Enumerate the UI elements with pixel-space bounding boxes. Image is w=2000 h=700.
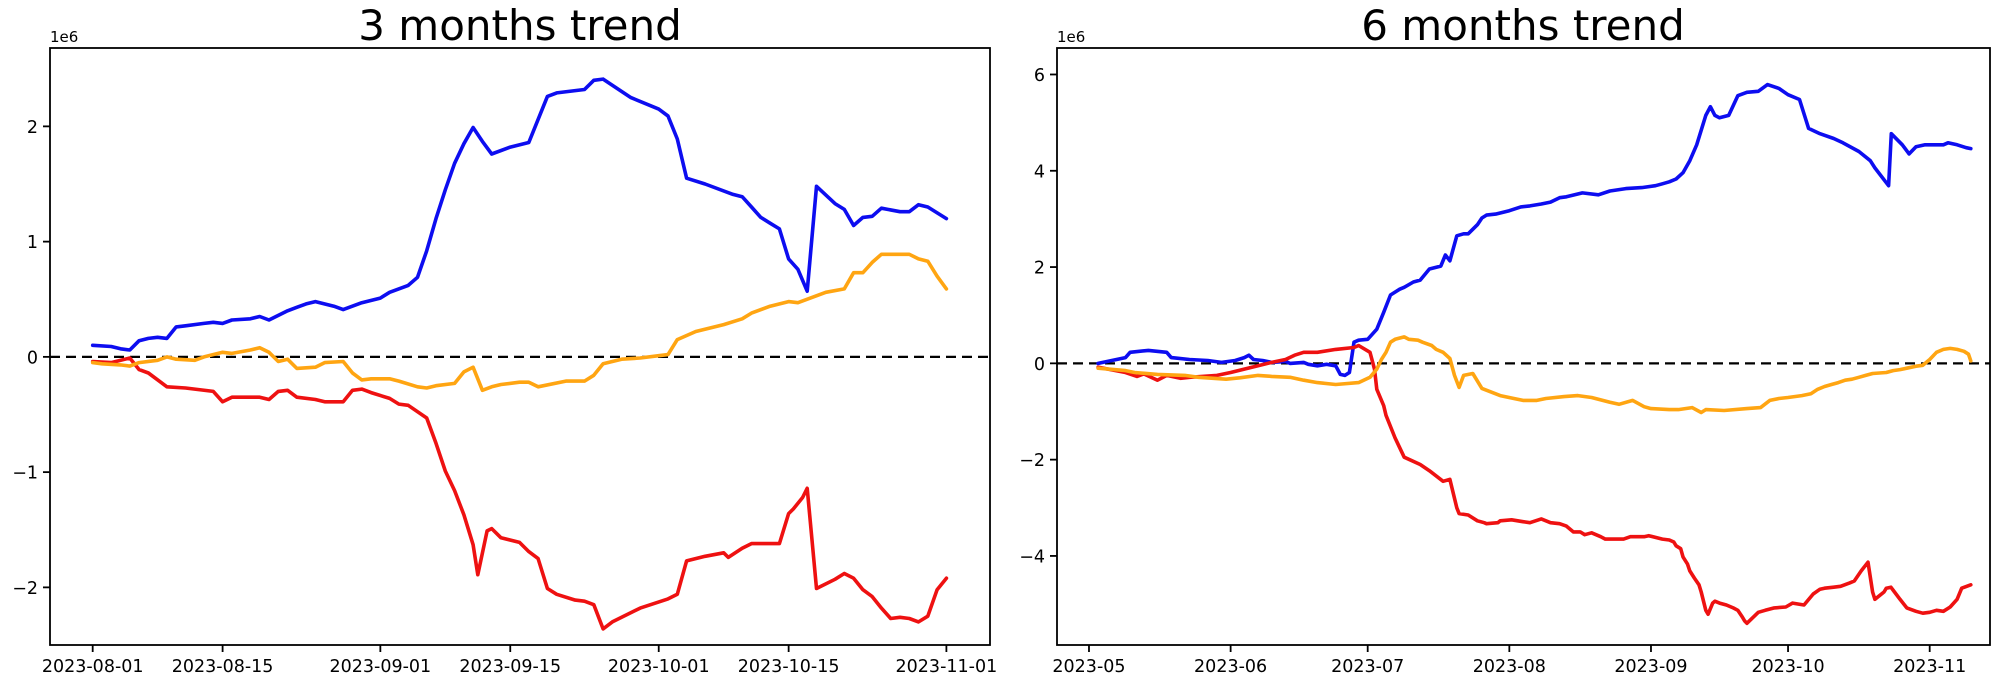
y-axis-offset-label-left: 1e6 [50, 28, 78, 46]
y-tick-label: 0 [27, 348, 38, 368]
x-tick-label: 2023-10-15 [738, 657, 840, 677]
axes-frame [49, 47, 991, 646]
x-tick-label: 2023-08-15 [172, 657, 274, 677]
x-tick-label: 2023-07 [1331, 657, 1404, 677]
y-tick-label: −4 [1019, 547, 1045, 567]
x-tick-label: 2023-11 [1893, 657, 1966, 677]
y-tick-label: 2 [27, 118, 38, 138]
y-axis-offset-label-right: 1e6 [1057, 28, 1085, 46]
axes-frame [1056, 47, 1991, 646]
y-tick-label: 4 [1034, 162, 1045, 182]
series-line-blue [1096, 82, 1973, 378]
y-tick-label: 2 [1034, 259, 1045, 279]
axes-6-months-trend: −4 −2 0 2 4 6 2023-05 2023-06 2023-07 2023-08 2023… [1019, 47, 1991, 677]
x-tick-label: 2023-11-01 [896, 657, 998, 677]
x-tick-label: 2023-10-01 [608, 657, 710, 677]
y-tick-label: 6 [1034, 66, 1045, 86]
series-line-blue [90, 77, 949, 352]
x-tick-label: 2023-06 [1194, 657, 1267, 677]
x-tick-label: 2023-09-15 [459, 657, 561, 677]
x-tick-label: 2023-09-01 [329, 657, 431, 677]
x-tick-label: 2023-09 [1614, 657, 1687, 677]
x-tick-label: 2023-05 [1052, 657, 1125, 677]
series-line-orange [90, 252, 949, 393]
x-tick-label: 2023-08 [1473, 657, 1546, 677]
axes-3-months-trend: −2 −1 0 1 2 2023-08-01 2023-08-15 2023-09-01 202… [12, 47, 998, 677]
y-tick-label: −1 [12, 464, 38, 484]
y-tick-label: −2 [1019, 451, 1045, 471]
series-line-orange [1096, 335, 1973, 415]
series-line-red [90, 356, 949, 631]
y-tick-label: 1 [27, 233, 38, 253]
x-tick-label: 2023-10 [1751, 657, 1824, 677]
x-tick-label: 2023-08-01 [42, 657, 144, 677]
series-line-red [1096, 343, 1973, 626]
chart-title-3-months: 3 months trend [358, 1, 682, 50]
y-tick-label: −2 [12, 579, 38, 599]
chart-title-6-months: 6 months trend [1361, 1, 1685, 50]
y-tick-label: 0 [1034, 355, 1045, 375]
